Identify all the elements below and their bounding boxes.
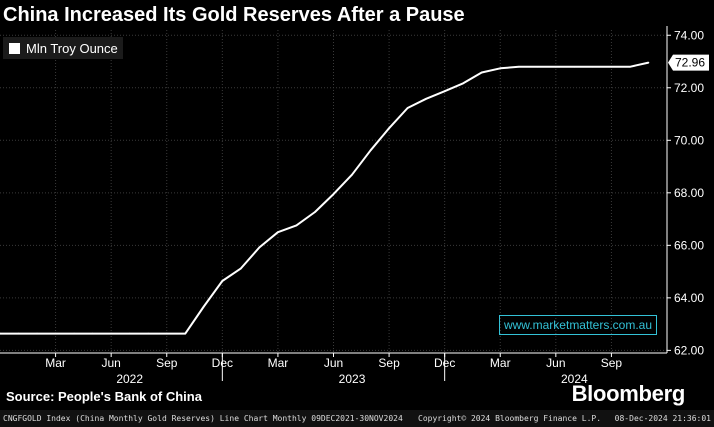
legend: Mln Troy Ounce xyxy=(3,37,123,59)
x-tick-label: Jun xyxy=(546,356,565,370)
x-tick-label: Mar xyxy=(268,356,289,370)
data-point xyxy=(462,82,464,85)
data-point xyxy=(128,332,131,335)
y-tick-label: 70.00 xyxy=(674,133,704,147)
data-point xyxy=(73,332,75,335)
footer-index-info: CNGFGOLD Index (China Monthly Gold Reser… xyxy=(3,414,403,423)
chart-title: China Increased Its Gold Reserves After … xyxy=(3,4,465,26)
last-value-label: 72.96 xyxy=(675,56,705,70)
data-point xyxy=(165,332,168,335)
x-tick-label: Dec xyxy=(434,356,455,370)
x-tick-label: Sep xyxy=(601,356,623,370)
data-point xyxy=(499,67,502,70)
data-point xyxy=(221,280,224,282)
data-point xyxy=(240,267,242,270)
y-tick-label: 64.00 xyxy=(674,291,704,305)
data-point xyxy=(91,332,94,335)
x-year-label: 2023 xyxy=(339,372,366,386)
x-tick-label: Jun xyxy=(101,356,120,370)
legend-swatch xyxy=(9,42,20,54)
x-tick-label: Sep xyxy=(378,356,400,370)
data-point xyxy=(443,90,446,92)
x-year-label: 2022 xyxy=(116,372,143,386)
data-point xyxy=(54,332,57,335)
x-tick-label: Sep xyxy=(156,356,178,370)
brand-logo: Bloomberg xyxy=(571,381,686,406)
data-point xyxy=(536,65,539,68)
series xyxy=(0,61,650,335)
data-point xyxy=(258,246,261,249)
y-tick-label: 72.00 xyxy=(674,81,704,95)
data-point xyxy=(184,332,187,335)
grid xyxy=(0,30,667,353)
data-point xyxy=(592,65,594,68)
data-point xyxy=(147,332,150,335)
source-note: Source: People's Bank of China xyxy=(6,389,202,404)
tick-labels: 62.00 64.00 66.00 68.00 70.00 72.00 74.00 Mar Ju… xyxy=(45,28,709,386)
footer-timestamp: 08-Dec-2024 21:36:01 xyxy=(614,414,711,423)
x-tick-label: Dec xyxy=(212,356,233,370)
series-line xyxy=(0,61,649,335)
watermark-link[interactable]: www.marketmatters.com.au xyxy=(499,315,657,335)
x-tick-label: Mar xyxy=(490,356,511,370)
data-point xyxy=(629,65,631,68)
x-year-label: 2024 xyxy=(561,372,588,386)
data-point xyxy=(277,231,279,234)
data-point xyxy=(480,71,483,74)
x-tick-label: Jun xyxy=(324,356,343,370)
data-point xyxy=(573,65,576,68)
data-point xyxy=(351,173,353,176)
data-point xyxy=(332,193,335,195)
legend-label: Mln Troy Ounce xyxy=(26,40,118,56)
data-point xyxy=(610,65,613,68)
data-point xyxy=(314,211,316,213)
y-tick-label: 62.00 xyxy=(674,343,704,357)
data-point xyxy=(36,332,38,335)
last-value-tag xyxy=(668,54,709,71)
data-point xyxy=(406,107,409,109)
data-point xyxy=(517,65,520,68)
data-point xyxy=(110,332,112,335)
footer-copyright: Copyright© 2024 Bloomberg Finance L.P. xyxy=(418,414,602,423)
data-point xyxy=(369,149,372,152)
axes xyxy=(0,26,671,381)
data-point xyxy=(388,127,390,130)
y-tick-label: 68.00 xyxy=(674,186,704,200)
data-point xyxy=(17,332,20,335)
data-point xyxy=(425,98,427,100)
data-point xyxy=(647,61,650,64)
data-point xyxy=(295,224,298,227)
footer-bar: CNGFGOLD Index (China Monthly Gold Reser… xyxy=(0,410,714,427)
x-tick-label: Mar xyxy=(45,356,66,370)
y-tick-label: 74.00 xyxy=(674,28,704,42)
data-point xyxy=(555,65,557,68)
data-point xyxy=(0,332,1,335)
y-tick-label: 66.00 xyxy=(674,238,704,252)
data-point xyxy=(203,305,205,308)
